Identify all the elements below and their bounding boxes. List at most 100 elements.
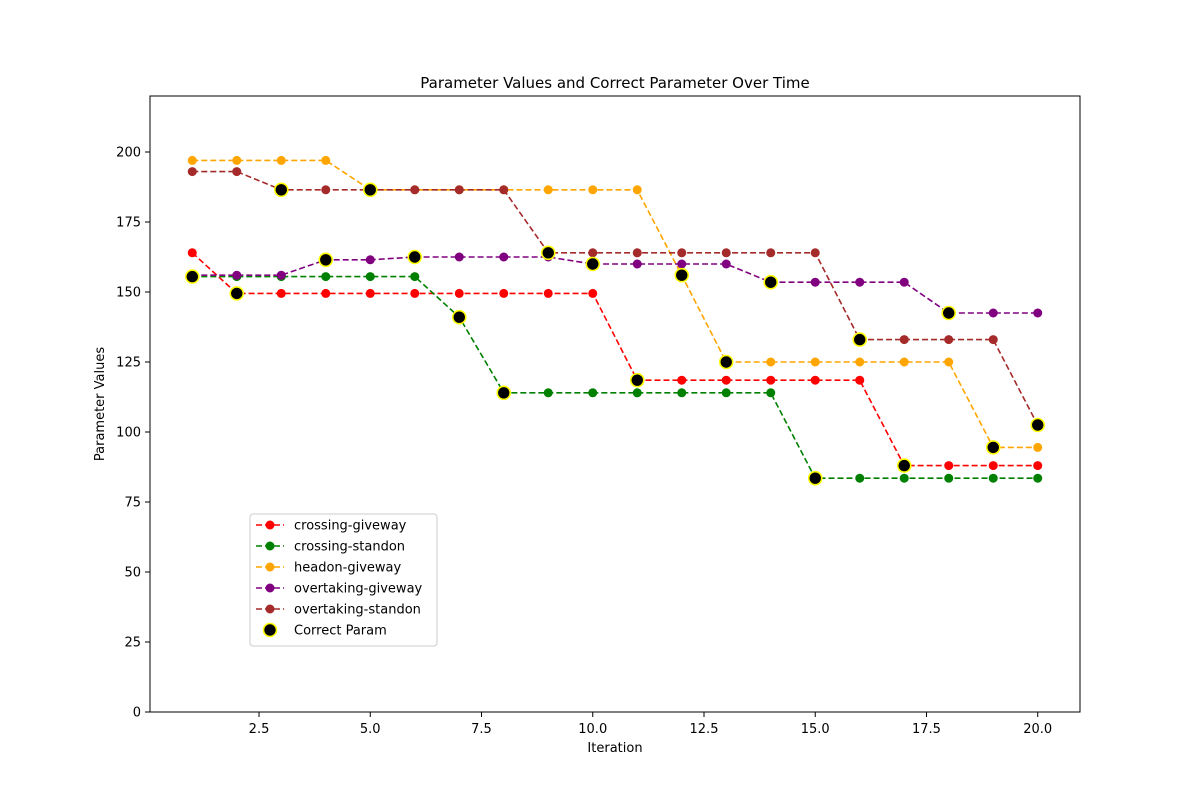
x-tick-label: 15.0	[801, 722, 830, 737]
legend-label: overtaking-giveway	[294, 582, 423, 597]
data-point-headon-giveway	[899, 357, 909, 367]
y-tick-label: 25	[124, 636, 141, 651]
correct-param-point	[229, 286, 245, 301]
data-point-headon-giveway	[766, 357, 776, 367]
correct-param-point	[807, 470, 823, 486]
data-point-crossing-standon	[365, 272, 375, 282]
correct-param-point	[896, 458, 912, 473]
data-point-headon-giveway	[232, 155, 242, 165]
data-point-crossing-giveway	[365, 288, 375, 298]
data-point-crossing-giveway	[810, 375, 820, 385]
plot-area	[149, 95, 1081, 713]
legend-label: overtaking-standon	[294, 603, 421, 618]
data-point-overtaking-standon	[810, 248, 820, 258]
data-point-crossing-giveway	[766, 375, 776, 385]
correct-param-point	[629, 372, 645, 388]
data-point-overtaking-standon	[588, 248, 598, 258]
correct-param-point	[184, 269, 200, 284]
data-point-headon-giveway	[321, 155, 331, 165]
data-point-crossing-giveway	[499, 288, 509, 298]
data-point-crossing-giveway	[1033, 461, 1043, 471]
series-line-crossing-giveway	[191, 252, 1038, 467]
data-point-crossing-giveway	[543, 288, 553, 298]
data-point-crossing-giveway	[454, 288, 464, 298]
data-point-headon-giveway	[855, 357, 865, 367]
y-axis: 0 25 50 75 100 125 150 175 200	[116, 146, 150, 721]
data-point-overtaking-giveway	[899, 277, 909, 287]
data-point-overtaking-standon	[232, 167, 242, 177]
plot-frame	[149, 95, 1081, 713]
y-tick-label: 150	[116, 286, 141, 301]
data-point-overtaking-standon	[721, 248, 731, 258]
data-point-overtaking-giveway	[365, 255, 375, 265]
data-point-overtaking-standon	[944, 335, 954, 345]
data-point-overtaking-giveway	[988, 308, 998, 318]
x-tick-label: 17.5	[912, 722, 941, 737]
series-line-overtaking-giveway	[192, 256, 1038, 314]
legend-swatch-marker	[265, 562, 275, 572]
legend-label: crossing-giveway	[294, 519, 407, 534]
data-point-crossing-standon	[543, 388, 553, 398]
correct-param-point	[941, 305, 957, 321]
data-point-crossing-standon	[944, 473, 954, 483]
data-point-crossing-giveway	[321, 288, 331, 298]
legend: crossing-giveway crossing-standon headon-g…	[249, 513, 438, 647]
data-point-crossing-standon	[632, 388, 642, 398]
data-point-crossing-giveway	[187, 248, 197, 258]
x-tick-label: 2.5	[249, 722, 270, 737]
correct-param-point	[718, 354, 734, 370]
y-tick-label: 75	[124, 496, 141, 511]
data-point-crossing-standon	[855, 473, 865, 483]
y-tick-label: 100	[116, 426, 141, 441]
x-tick-label: 5.0	[360, 722, 381, 737]
legend-label: crossing-standon	[294, 540, 405, 555]
data-point-overtaking-standon	[321, 185, 331, 195]
legend-box	[249, 513, 438, 647]
series-line-overtaking-standon	[192, 170, 1039, 426]
correct-param-point	[674, 267, 690, 283]
correct-param-point	[318, 252, 334, 268]
legend-label: Correct Param	[294, 624, 387, 639]
legend-swatch-marker	[265, 520, 275, 530]
data-point-overtaking-giveway	[454, 252, 464, 262]
data-point-crossing-giveway	[276, 288, 286, 298]
legend-swatch-marker	[265, 583, 275, 593]
correct-param-point	[585, 256, 601, 272]
data-point-crossing-standon	[899, 473, 909, 483]
legend-label: headon-giveway	[294, 561, 401, 576]
correct-param-point	[362, 182, 378, 198]
correct-param-point	[496, 385, 512, 401]
correct-param-point	[763, 274, 779, 290]
data-point-crossing-giveway	[944, 461, 954, 471]
correct-param-point	[273, 182, 289, 198]
correct-param-point	[985, 440, 1001, 455]
data-point-overtaking-standon	[454, 185, 464, 195]
data-point-crossing-standon	[721, 388, 731, 398]
data-point-crossing-giveway	[721, 375, 731, 385]
data-point-overtaking-standon	[988, 335, 998, 345]
data-point-crossing-giveway	[410, 288, 420, 298]
correct-param-point	[451, 309, 467, 325]
data-point-overtaking-giveway	[632, 259, 642, 269]
data-point-overtaking-giveway	[810, 277, 820, 287]
y-tick-label: 175	[116, 216, 141, 231]
data-point-overtaking-giveway	[677, 259, 687, 269]
data-point-overtaking-giveway	[721, 259, 731, 269]
x-axis: 2.5 5.0 7.5 10.0 12.5 15.0 17.5 20.0	[249, 712, 1052, 737]
data-point-crossing-giveway	[988, 461, 998, 471]
data-point-headon-giveway	[588, 185, 598, 195]
data-point-crossing-giveway	[855, 375, 865, 385]
x-tick-label: 7.5	[471, 722, 492, 737]
legend-swatch-marker	[265, 604, 275, 614]
data-point-overtaking-standon	[766, 248, 776, 258]
data-point-headon-giveway	[276, 155, 286, 165]
data-point-crossing-standon	[766, 388, 776, 398]
y-tick-label: 200	[116, 146, 141, 161]
data-point-overtaking-standon	[899, 335, 909, 345]
data-point-crossing-standon	[410, 272, 420, 282]
data-point-overtaking-standon	[187, 167, 197, 177]
correct-param-point	[1030, 417, 1046, 433]
data-point-headon-giveway	[543, 185, 553, 195]
